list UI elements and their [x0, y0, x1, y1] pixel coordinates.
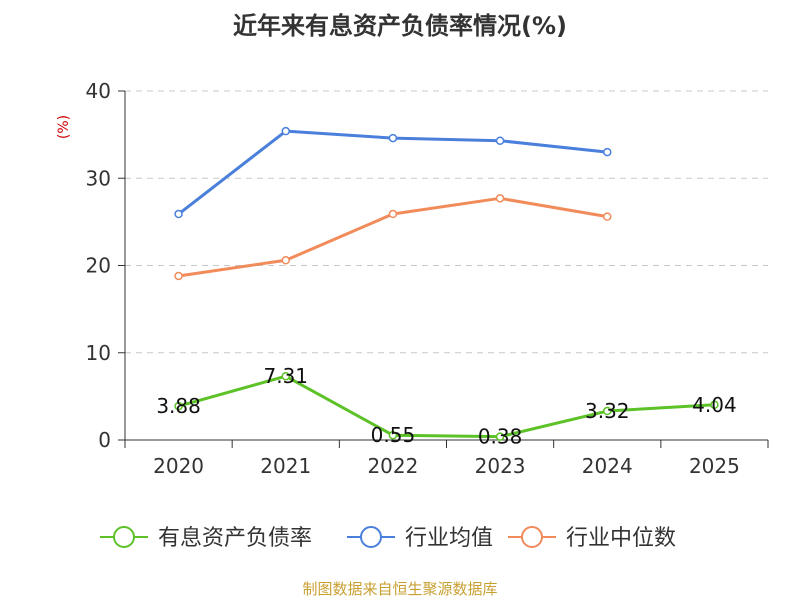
data-label-2022: 0.55: [371, 423, 416, 447]
y-tick-label: 40: [86, 79, 111, 103]
series-0-point-2022: [388, 430, 398, 440]
x-tick-label-2022: 2022: [367, 454, 418, 478]
axis-layer: 0 10 20 30 40 2020 2021 2022 2023 2024 2025: [86, 79, 769, 478]
series-1-point-2020: [174, 209, 183, 219]
y-tick-label: 10: [86, 341, 111, 365]
legend-marker: [360, 526, 382, 548]
legend-label: 行业中位数: [566, 526, 676, 551]
legend-item-0[interactable]: 有息资产负债率: [100, 526, 312, 551]
data-label-2025: 4.04: [692, 393, 737, 417]
series-layer: [174, 126, 719, 441]
legend-marker: [521, 526, 543, 548]
x-tick-label-2024: 2024: [582, 454, 633, 478]
label-layer: 3.88 7.31 0.55 0.38 3.32 4.04: [156, 364, 736, 448]
series-1-point-2022: [388, 133, 398, 143]
series-0-point-2023: [495, 432, 505, 441]
series-line-1: [177, 129, 608, 216]
series-0-point-2025: [710, 400, 719, 410]
series-0-point-2021: [281, 371, 290, 381]
legend-item-1[interactable]: 行业均值: [347, 526, 493, 551]
series-2-point-2021: [281, 256, 290, 265]
series-0-point-2020: [174, 401, 183, 411]
y-tick-label: 30: [86, 166, 111, 190]
series-line-0: [178, 374, 715, 439]
data-label-2020: 3.88: [156, 394, 201, 418]
series-1-point-2023: [495, 136, 505, 145]
series-2-point-2020: [174, 271, 183, 281]
x-tick-label-2023: 2023: [475, 454, 526, 478]
series-2-point-2022: [388, 209, 398, 219]
x-tick-label-2021: 2021: [260, 454, 311, 478]
legend: 有息资产负债率 行业均值 行业中位数: [100, 526, 676, 551]
legend-marker: [113, 526, 135, 548]
data-label-2023: 0.38: [478, 425, 523, 449]
legend-label: 有息资产负债率: [158, 526, 312, 551]
data-label-2021: 7.31: [263, 364, 308, 388]
footer-source: 制图数据来自恒生聚源数据库: [302, 580, 497, 598]
chart-title: 近年来有息资产负债率情况(%): [233, 12, 567, 40]
data-label-2024: 3.32: [585, 399, 630, 423]
y-tick-label: 20: [86, 254, 111, 278]
legend-label: 行业均值: [405, 526, 493, 551]
series-2-point-2024: [603, 212, 612, 221]
y-axis-label: (%): [56, 115, 72, 139]
legend-item-2[interactable]: 行业中位数: [508, 526, 676, 551]
x-tick-label-2020: 2020: [153, 454, 204, 478]
series-2-point-2023: [495, 194, 505, 203]
series-1-point-2024: [603, 147, 612, 157]
y-tick-label: 0: [98, 428, 111, 452]
grid-layer: [125, 90, 768, 354]
x-tick-label-2025: 2025: [689, 454, 740, 478]
series-1-point-2021: [281, 126, 290, 136]
series-0-point-2024: [603, 406, 612, 416]
